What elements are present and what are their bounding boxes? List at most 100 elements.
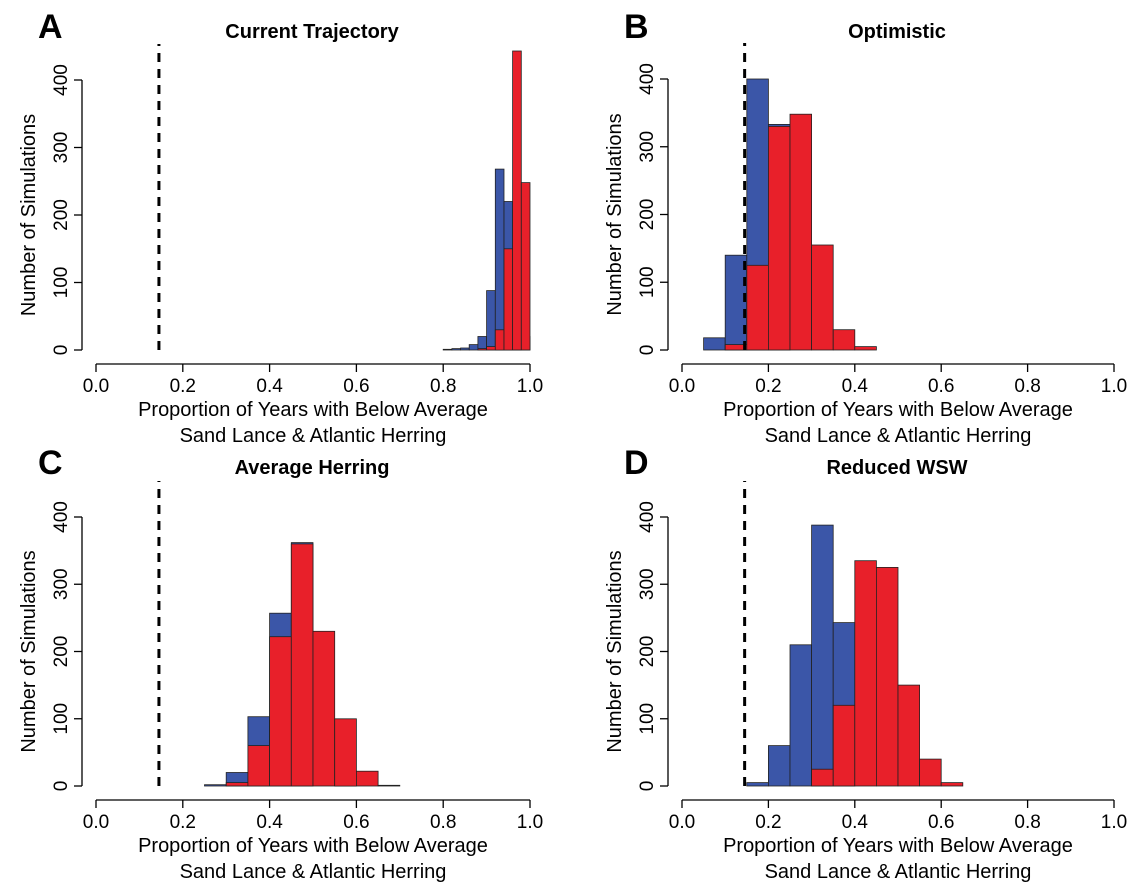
panel-b: B Optimistic 0.0 0.2 0.4 0.6 0.8 1.0 0 100 200 300 4… (604, 8, 1127, 447)
y-tick-label: 100 (51, 267, 72, 299)
red-bar (477, 348, 487, 351)
blue-bar (746, 782, 769, 787)
x-tick-label: 0.4 (256, 812, 283, 833)
y-axis-label: Number of Simulations (604, 113, 626, 315)
x-tick-label: 0.6 (928, 376, 954, 397)
red-bar (503, 248, 514, 351)
red-bar (520, 182, 531, 351)
y-tick-label: 400 (51, 501, 72, 533)
red-bar (290, 543, 314, 787)
red-bar (789, 113, 813, 351)
y-tick-label: 0 (51, 781, 72, 792)
red-bar (919, 758, 942, 787)
y-tick-label: 200 (637, 199, 658, 231)
blue-bar (789, 644, 813, 787)
red-bar (768, 126, 791, 351)
x-tick-label: 0.4 (842, 812, 869, 833)
x-axis-label: Sand Lance & Atlantic Herring (765, 861, 1032, 883)
x-tick-label: 0.4 (256, 376, 283, 397)
blue-bar (204, 784, 227, 787)
blue-bar (468, 344, 479, 351)
panel-letter: A (38, 8, 63, 46)
x-axis-label: Proportion of Years with Below Average (723, 835, 1073, 857)
panel-a: A Current Trajectory 0.0 0.2 0.4 0.6 0.8 1.0 0 10… (18, 8, 543, 447)
red-bar (746, 264, 769, 351)
x-axis-label: Proportion of Years with Below Average (723, 399, 1073, 421)
panel-title: Current Trajectory (225, 21, 399, 43)
red-bar (854, 560, 877, 787)
x-tick-label: 0.6 (343, 376, 369, 397)
blue-bar (703, 337, 726, 351)
x-tick-label: 0.6 (343, 812, 369, 833)
y-tick-label: 100 (637, 703, 658, 735)
panel-c: C Average Herring 0.0 0.2 0.4 0.6 0.8 1.0 0 100 20… (18, 444, 543, 883)
y-tick-label: 200 (637, 636, 658, 668)
y-tick-label: 0 (637, 781, 658, 792)
panel-letter: B (624, 8, 649, 46)
red-bar (334, 718, 357, 787)
x-tick-label: 0.6 (928, 812, 954, 833)
y-tick-label: 0 (51, 345, 72, 356)
y-tick-label: 100 (637, 266, 658, 298)
x-tick-label: 0.2 (755, 812, 781, 833)
red-bar (225, 782, 249, 787)
red-bar (355, 770, 379, 787)
y-axis-label: Number of Simulations (18, 114, 40, 316)
x-tick-label: 1.0 (1101, 812, 1127, 833)
blue-bar (460, 347, 470, 351)
x-tick-label: 1.0 (1101, 376, 1127, 397)
blue-bar (811, 524, 834, 787)
x-axis-label: Sand Lance & Atlantic Herring (180, 861, 447, 883)
red-bar (811, 244, 834, 351)
x-tick-label: 0.2 (170, 376, 196, 397)
y-tick-label: 300 (637, 568, 658, 600)
y-tick-label: 100 (51, 703, 72, 735)
x-axis-label: Proportion of Years with Below Average (138, 399, 488, 421)
blue-bar (442, 348, 453, 351)
y-axis-label: Number of Simulations (604, 550, 626, 752)
x-tick-label: 0.4 (842, 376, 869, 397)
y-tick-label: 300 (637, 131, 658, 163)
panel-title: Average Herring (235, 457, 390, 479)
red-bar (854, 346, 877, 351)
y-axis-label: Number of Simulations (18, 550, 40, 752)
x-tick-label: 0.8 (430, 812, 456, 833)
blue-bar (768, 745, 791, 787)
y-tick-label: 400 (637, 63, 658, 95)
red-bar (832, 704, 856, 787)
y-tick-label: 300 (51, 132, 72, 164)
red-bar (312, 630, 336, 787)
x-tick-label: 0.2 (170, 812, 196, 833)
y-tick-label: 200 (51, 199, 72, 231)
x-axis-label: Sand Lance & Atlantic Herring (765, 425, 1032, 447)
y-tick-label: 400 (637, 501, 658, 533)
red-bar (897, 684, 921, 787)
y-tick-label: 0 (637, 345, 658, 356)
x-tick-label: 1.0 (517, 812, 543, 833)
blue-bar (494, 168, 505, 351)
panel-letter: D (624, 444, 649, 482)
red-bar (876, 567, 899, 787)
red-bar (512, 50, 522, 351)
x-tick-label: 0.8 (1014, 812, 1040, 833)
blue-bar (486, 290, 496, 351)
red-bar (486, 346, 496, 351)
y-tick-label: 200 (51, 636, 72, 668)
panel-letter: C (38, 444, 63, 482)
red-bar (811, 768, 834, 787)
x-tick-label: 0.2 (755, 376, 781, 397)
x-tick-label: 0.8 (1014, 376, 1040, 397)
red-bar (269, 636, 292, 787)
blue-bar (451, 348, 461, 351)
x-tick-label: 0.8 (430, 376, 456, 397)
x-axis-label: Proportion of Years with Below Average (138, 835, 488, 857)
x-tick-label: 0.0 (669, 812, 695, 833)
x-tick-label: 0.0 (83, 812, 109, 833)
y-tick-label: 300 (51, 568, 72, 600)
red-bar (940, 782, 964, 787)
panel-title: Optimistic (848, 21, 946, 43)
red-bar (494, 329, 505, 351)
x-tick-label: 0.0 (83, 376, 109, 397)
red-bar (377, 784, 401, 787)
